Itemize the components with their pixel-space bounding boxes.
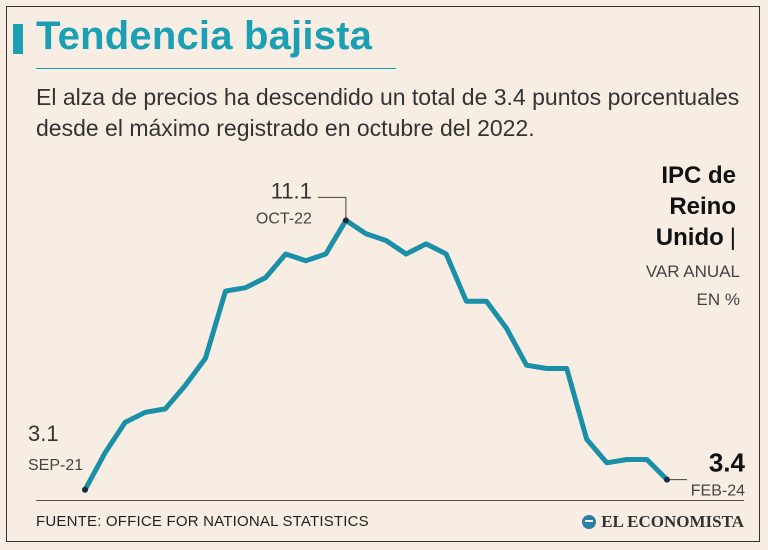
series-title-line1: IPC de: [661, 162, 736, 189]
footer-divider: [36, 500, 744, 501]
annotation-end-label: FEB-24: [691, 483, 745, 500]
source-note: FUENTE: OFFICE FOR NATIONAL STATISTICS: [36, 513, 369, 530]
title-separator: |: [729, 224, 736, 251]
series-title-line2: Reino: [669, 193, 736, 220]
series-title-line3: Unido: [655, 224, 724, 251]
point-end: [664, 476, 670, 483]
annotation-start-label: SEP-21: [28, 457, 83, 474]
annotation-peak-value: 11.1: [271, 178, 312, 203]
unit-label: VAR ANUAL EN %: [646, 258, 740, 314]
title-accent-bar: [13, 24, 23, 54]
title-underline: [36, 68, 396, 69]
subtitle: El alza de precios ha descendido un tota…: [36, 84, 740, 141]
annotation-peak-label: OCT-22: [256, 210, 312, 227]
annotation-start-value: 3.1: [28, 421, 59, 446]
page-title: Tendencia bajista: [36, 14, 373, 58]
point-peak: [342, 217, 349, 224]
brand-name: EL ECONOMISTA: [601, 512, 744, 531]
brand-logo: EL ECONOMISTA: [582, 512, 744, 532]
frame-border: [6, 6, 760, 542]
brand-globe-icon: [582, 515, 597, 529]
annotation-peak-leader: [317, 196, 347, 221]
point-start: [82, 486, 88, 493]
annotation-end-value: 3.4: [709, 448, 746, 478]
series-title: IPC de Reino Unido |: [656, 160, 736, 253]
series-line: [82, 217, 670, 493]
unit-line1: VAR ANUAL: [645, 262, 740, 281]
unit-line2: EN %: [696, 290, 740, 309]
